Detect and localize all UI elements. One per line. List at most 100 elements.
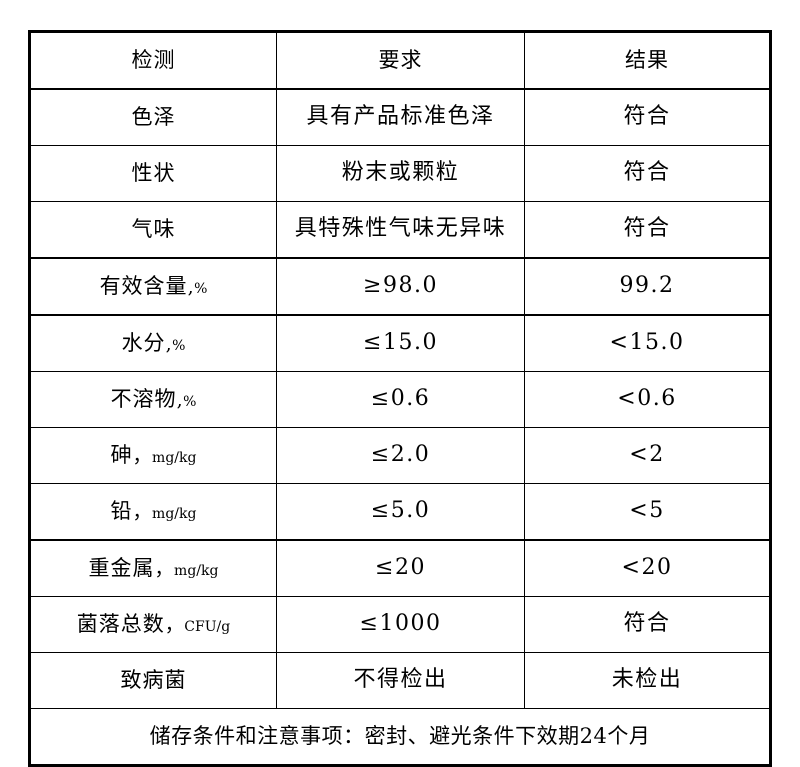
table-row: 重金属，mg/kg ≤20 <20 — [29, 539, 771, 597]
column-header-requirement-label: 要求 — [378, 47, 423, 72]
cell-result: <5 — [524, 483, 771, 541]
result-value: 符合 — [623, 104, 671, 130]
table-row: 菌落总数，CFU/g ≤1000 符合 — [29, 596, 771, 653]
cell-item: 不溶物,% — [29, 371, 277, 428]
cell-requirement: ≤15.0 — [276, 314, 525, 372]
cell-item: 水分,% — [29, 314, 277, 372]
column-header-item-label: 检测 — [131, 47, 176, 72]
cell-result: 符合 — [524, 145, 771, 202]
item-name: 有效含量 — [99, 273, 188, 298]
cell-result: <0.6 — [524, 371, 771, 428]
table-header-row: 检测 要求 结果 — [29, 31, 771, 90]
cell-item: 有效含量,% — [29, 257, 277, 316]
cell-requirement: ≤1000 — [276, 596, 525, 653]
item-name: 不溶物 — [110, 386, 177, 411]
requirement-value: 不得检出 — [353, 667, 448, 693]
requirement-value: ≤0.6 — [370, 386, 431, 412]
item-name: 水分 — [121, 330, 166, 355]
result-value: 符合 — [623, 216, 671, 242]
table-row: 致病菌 不得检出 未检出 — [29, 652, 771, 709]
table-row: 不溶物,% ≤0.6 <0.6 — [29, 371, 771, 428]
cell-requirement: ≤5.0 — [276, 483, 525, 541]
table-note-row: 储存条件和注意事项：密封、避光条件下效期24个月 — [29, 708, 771, 766]
requirement-value: ≤15.0 — [363, 330, 438, 356]
table-row: 气味 具特殊性气味无异味 符合 — [29, 201, 771, 259]
cell-item: 色泽 — [29, 88, 277, 146]
result-value: <15.0 — [609, 330, 685, 356]
document-page: 检测 要求 结果 色泽 具有产品标准色泽 符合 性状 粉末或颗粒 — [28, 30, 772, 767]
result-value: 符合 — [623, 160, 671, 186]
item-unit: % — [194, 280, 208, 297]
cell-result: <2 — [524, 427, 771, 484]
requirement-value: ≥98.0 — [363, 273, 438, 299]
cell-result: 符合 — [524, 596, 771, 653]
cell-item: 铅，mg/kg — [29, 483, 277, 541]
cell-requirement: 具有产品标准色泽 — [276, 88, 525, 146]
item-name: 重金属 — [88, 555, 155, 580]
cell-requirement: ≤0.6 — [276, 371, 525, 428]
table-row: 有效含量,% ≥98.0 99.2 — [29, 257, 771, 316]
item-separator: ， — [154, 557, 175, 580]
cell-item: 砷，mg/kg — [29, 427, 277, 484]
item-unit: mg/kg — [174, 562, 219, 579]
cell-requirement: 具特殊性气味无异味 — [276, 201, 525, 259]
cell-result: <20 — [524, 539, 771, 597]
requirement-value: 具有产品标准色泽 — [306, 104, 495, 130]
column-header-item: 检测 — [29, 31, 277, 90]
spec-table-container: 检测 要求 结果 色泽 具有产品标准色泽 符合 性状 粉末或颗粒 — [28, 30, 772, 767]
requirement-value: 粉末或颗粒 — [341, 160, 460, 186]
cell-requirement: ≤2.0 — [276, 427, 525, 484]
item-name: 砷 — [110, 442, 133, 467]
requirement-value: ≤1000 — [359, 611, 442, 637]
item-unit: CFU/g — [184, 618, 231, 635]
cell-item: 致病菌 — [29, 652, 277, 709]
item-separator: ， — [164, 613, 185, 636]
result-value: <5 — [629, 498, 665, 524]
table-row: 铅，mg/kg ≤5.0 <5 — [29, 483, 771, 541]
result-value: <20 — [621, 555, 673, 581]
cell-requirement: ≥98.0 — [276, 257, 525, 316]
cell-result: 99.2 — [524, 257, 771, 316]
item-unit: % — [183, 393, 197, 410]
item-name: 致病菌 — [120, 667, 187, 692]
item-separator: ， — [132, 500, 153, 523]
item-name: 色泽 — [131, 104, 176, 129]
cell-requirement: ≤20 — [276, 539, 525, 597]
item-unit: mg/kg — [152, 449, 197, 466]
item-name: 性状 — [131, 160, 176, 185]
requirement-value: ≤20 — [375, 555, 426, 581]
requirement-value: ≤2.0 — [370, 442, 431, 468]
cell-result: 符合 — [524, 88, 771, 146]
result-value: <0.6 — [617, 386, 677, 412]
item-unit: % — [172, 337, 186, 354]
item-separator: , — [165, 332, 173, 355]
table-row: 砷，mg/kg ≤2.0 <2 — [29, 427, 771, 484]
cell-result: 符合 — [524, 201, 771, 259]
cell-item: 菌落总数，CFU/g — [29, 596, 277, 653]
table-row: 性状 粉末或颗粒 符合 — [29, 145, 771, 202]
cell-item: 气味 — [29, 201, 277, 259]
item-name: 铅 — [110, 498, 133, 523]
item-name: 气味 — [131, 216, 176, 241]
requirement-value: 具特殊性气味无异味 — [294, 216, 507, 242]
item-unit: mg/kg — [152, 505, 197, 522]
result-value: <2 — [629, 442, 665, 468]
storage-note: 储存条件和注意事项：密封、避光条件下效期24个月 — [29, 708, 771, 766]
cell-item: 重金属，mg/kg — [29, 539, 277, 597]
item-name: 菌落总数 — [76, 611, 165, 636]
result-value: 未检出 — [611, 667, 683, 693]
item-separator: , — [176, 388, 184, 411]
column-header-requirement: 要求 — [276, 31, 525, 90]
result-value: 符合 — [623, 611, 671, 637]
result-value: 99.2 — [619, 273, 675, 299]
cell-result: 未检出 — [524, 652, 771, 709]
table-row: 水分,% ≤15.0 <15.0 — [29, 314, 771, 372]
item-separator: ， — [132, 444, 153, 467]
table-row: 色泽 具有产品标准色泽 符合 — [29, 88, 771, 146]
item-separator: , — [187, 275, 195, 298]
cell-requirement: 不得检出 — [276, 652, 525, 709]
cell-requirement: 粉末或颗粒 — [276, 145, 525, 202]
column-header-result-label: 结果 — [625, 47, 669, 72]
column-header-result: 结果 — [524, 31, 771, 90]
cell-item: 性状 — [29, 145, 277, 202]
